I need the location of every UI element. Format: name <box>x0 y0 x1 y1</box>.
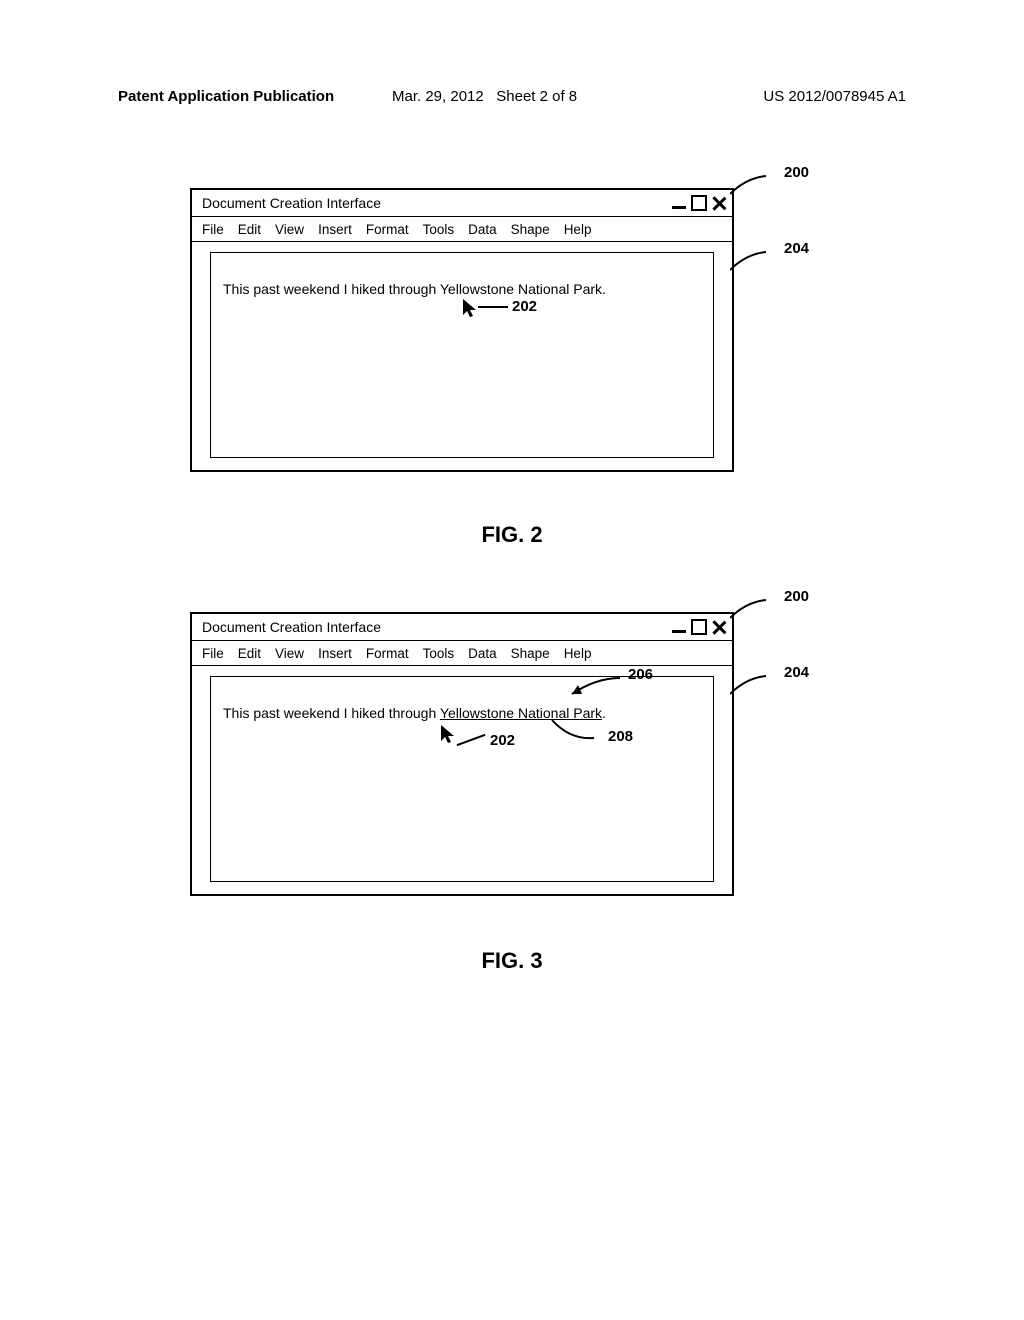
fig3-ref-208: 208 <box>608 728 633 745</box>
menu-view[interactable]: View <box>275 646 304 661</box>
maximize-icon[interactable] <box>691 619 707 635</box>
menu-shape[interactable]: Shape <box>511 222 550 237</box>
fig2-lead-202 <box>478 306 508 308</box>
fig3-ref-200: 200 <box>784 588 809 605</box>
fig2-document-area[interactable]: This past weekend I hiked through Yellow… <box>210 252 714 458</box>
fig3-lead-208 <box>548 718 608 746</box>
fig3-menubar: File Edit View Insert Format Tools Data … <box>192 641 732 666</box>
fig2-lead-204 <box>730 248 790 278</box>
fig3-ref-206: 206 <box>628 666 653 683</box>
menu-data[interactable]: Data <box>468 222 497 237</box>
menu-edit[interactable]: Edit <box>238 646 261 661</box>
pub-date: Mar. 29, 2012 <box>392 88 484 105</box>
fig2-ref-200: 200 <box>784 164 809 181</box>
cursor-icon <box>439 723 457 745</box>
menu-shape[interactable]: Shape <box>511 646 550 661</box>
fig3-window: Document Creation Interface File Edit Vi… <box>190 612 734 896</box>
menu-tools[interactable]: Tools <box>423 222 455 237</box>
fig2-ref-202: 202 <box>512 298 537 315</box>
fig3-lead-204 <box>730 672 790 702</box>
minimize-icon[interactable] <box>672 206 686 209</box>
menu-tools[interactable]: Tools <box>423 646 455 661</box>
maximize-icon[interactable] <box>691 195 707 211</box>
menu-format[interactable]: Format <box>366 222 409 237</box>
menu-help[interactable]: Help <box>564 646 592 661</box>
fig2-body-text: This past weekend I hiked through Yellow… <box>223 281 606 297</box>
menu-file[interactable]: File <box>202 646 224 661</box>
fig2-window: Document Creation Interface File Edit Vi… <box>190 188 734 472</box>
menu-format[interactable]: Format <box>366 646 409 661</box>
publication-title: Patent Application Publication <box>118 88 334 105</box>
fig3-document-area[interactable]: This past weekend I hiked through Yellow… <box>210 676 714 882</box>
fig2-lead-200 <box>730 172 790 202</box>
publication-date-sheet: Mar. 29, 2012 Sheet 2 of 8 <box>392 88 577 105</box>
pub-sheet: Sheet 2 of 8 <box>496 88 577 105</box>
patent-page: Patent Application Publication Mar. 29, … <box>0 0 1024 1320</box>
minimize-icon[interactable] <box>672 630 686 633</box>
menu-insert[interactable]: Insert <box>318 646 352 661</box>
fig2-ref-204: 204 <box>784 240 809 257</box>
window-controls <box>672 195 726 211</box>
window-title: Document Creation Interface <box>202 619 381 635</box>
page-header: Patent Application Publication Mar. 29, … <box>0 88 1024 110</box>
fig3-caption: FIG. 3 <box>0 948 1024 974</box>
menu-view[interactable]: View <box>275 222 304 237</box>
fig3-titlebar: Document Creation Interface <box>192 614 732 641</box>
fig2-caption: FIG. 2 <box>0 522 1024 548</box>
fig3-ref-202: 202 <box>490 732 515 749</box>
menu-insert[interactable]: Insert <box>318 222 352 237</box>
menu-edit[interactable]: Edit <box>238 222 261 237</box>
menu-help[interactable]: Help <box>564 222 592 237</box>
menu-file[interactable]: File <box>202 222 224 237</box>
fig3-text-prefix: This past weekend I hiked through <box>223 705 440 721</box>
close-icon[interactable] <box>712 196 726 210</box>
window-controls <box>672 619 726 635</box>
publication-number: US 2012/0078945 A1 <box>763 88 906 105</box>
close-icon[interactable] <box>712 620 726 634</box>
fig3-lead-206 <box>560 674 630 700</box>
window-title: Document Creation Interface <box>202 195 381 211</box>
fig2-menubar: File Edit View Insert Format Tools Data … <box>192 217 732 242</box>
cursor-icon <box>461 297 479 319</box>
fig3-lead-200 <box>730 596 790 626</box>
menu-data[interactable]: Data <box>468 646 497 661</box>
fig3-ref-204: 204 <box>784 664 809 681</box>
fig2-titlebar: Document Creation Interface <box>192 190 732 217</box>
